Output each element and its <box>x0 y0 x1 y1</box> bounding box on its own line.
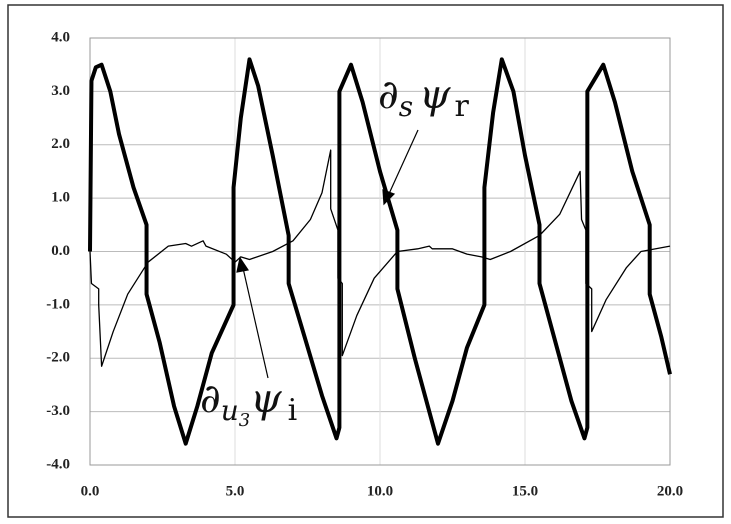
y-tick-label: -4.0 <box>46 456 70 472</box>
annotation: ∂u3ψ i <box>200 376 297 431</box>
annotation-part: ∂ <box>200 376 221 422</box>
arrowhead <box>382 189 396 206</box>
chart-frame <box>7 4 724 518</box>
y-tick-label: 0.0 <box>51 243 70 259</box>
y-tick-label: -3.0 <box>46 403 70 419</box>
annotation-part: i <box>288 393 298 428</box>
y-tick-label: 3.0 <box>51 83 70 99</box>
x-tick-label: 20.0 <box>657 483 683 499</box>
annotation-part: s <box>399 90 413 123</box>
x-tick-label: 5.0 <box>226 483 245 499</box>
annotation-part: ∂ <box>378 72 399 118</box>
y-tick-label: -1.0 <box>46 296 70 312</box>
lines <box>88 57 672 446</box>
y-tick-label: -2.0 <box>46 350 70 366</box>
arrow <box>242 267 269 379</box>
y-tick-label: 2.0 <box>51 136 70 152</box>
annotation-part: ψ <box>419 72 451 118</box>
arrowhead <box>236 256 250 273</box>
x-tick-label: 15.0 <box>512 483 538 499</box>
arrow <box>387 129 419 197</box>
x-tick-label: 0.0 <box>81 483 100 499</box>
arrows <box>236 129 419 379</box>
annotation-part: u <box>221 394 239 427</box>
y-tick-label: 1.0 <box>51 190 70 206</box>
annotation-part: r <box>454 89 469 124</box>
series-line <box>88 57 672 446</box>
annotation-part: ψ <box>250 376 282 422</box>
series-line <box>89 149 671 367</box>
annotation: ∂s ψ r <box>378 72 469 124</box>
annotation-part: 3 <box>239 410 250 431</box>
x-tick-label: 10.0 <box>367 483 393 499</box>
y-tick-label: 4.0 <box>51 29 70 45</box>
